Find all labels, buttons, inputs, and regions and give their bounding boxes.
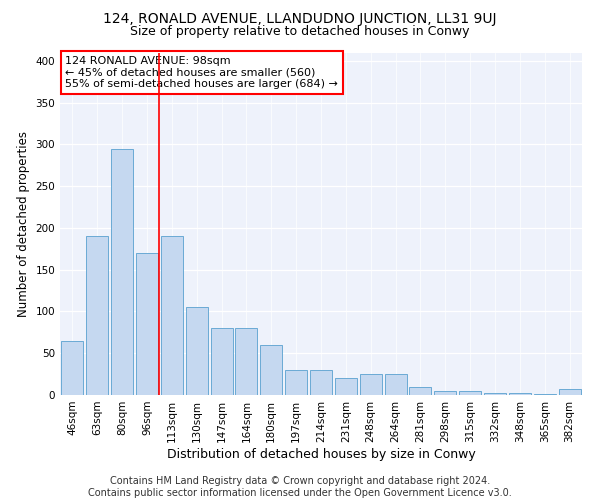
Bar: [335, 378, 357, 395]
Bar: [186, 308, 208, 395]
Text: 124 RONALD AVENUE: 98sqm
← 45% of detached houses are smaller (560)
55% of semi-: 124 RONALD AVENUE: 98sqm ← 45% of detach…: [65, 56, 338, 89]
Bar: [385, 374, 407, 395]
Bar: [559, 389, 581, 395]
Bar: [285, 370, 307, 395]
Bar: [111, 148, 133, 395]
X-axis label: Distribution of detached houses by size in Conwy: Distribution of detached houses by size …: [167, 448, 475, 460]
Bar: [235, 328, 257, 395]
Text: Size of property relative to detached houses in Conwy: Size of property relative to detached ho…: [130, 25, 470, 38]
Y-axis label: Number of detached properties: Number of detached properties: [17, 130, 30, 317]
Bar: [434, 391, 456, 395]
Bar: [310, 370, 332, 395]
Bar: [161, 236, 183, 395]
Bar: [459, 391, 481, 395]
Bar: [360, 374, 382, 395]
Bar: [211, 328, 233, 395]
Bar: [534, 394, 556, 395]
Bar: [484, 394, 506, 395]
Text: Contains HM Land Registry data © Crown copyright and database right 2024.
Contai: Contains HM Land Registry data © Crown c…: [88, 476, 512, 498]
Bar: [509, 394, 531, 395]
Bar: [136, 253, 158, 395]
Text: 124, RONALD AVENUE, LLANDUDNO JUNCTION, LL31 9UJ: 124, RONALD AVENUE, LLANDUDNO JUNCTION, …: [103, 12, 497, 26]
Bar: [260, 345, 282, 395]
Bar: [61, 340, 83, 395]
Bar: [86, 236, 108, 395]
Bar: [409, 386, 431, 395]
